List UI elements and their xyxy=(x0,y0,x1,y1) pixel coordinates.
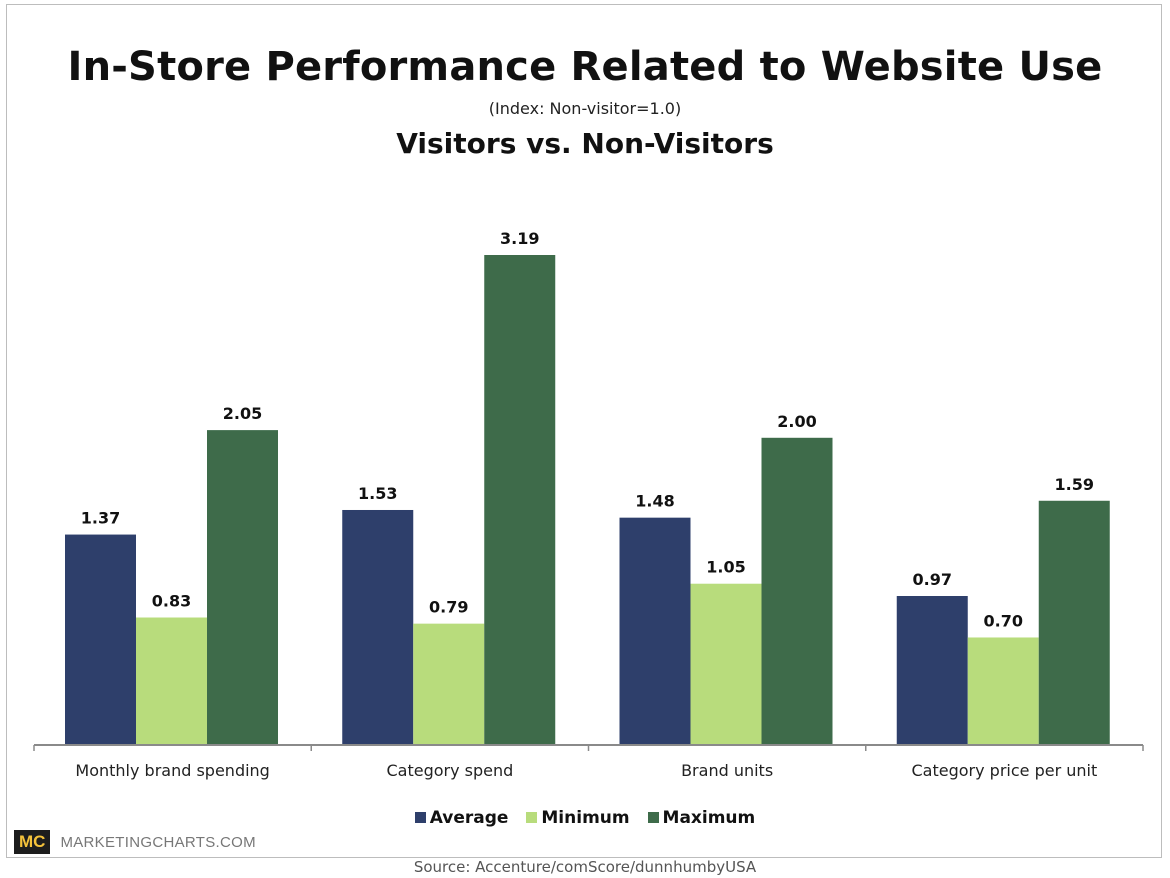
legend-item-maximum: Maximum xyxy=(647,808,756,828)
legend-item-average: Average xyxy=(414,808,509,828)
source-note: Source: Accenture/comScore/dunnhumbyUSA xyxy=(413,858,757,876)
data-label-average-1: 1.53 xyxy=(358,484,397,503)
legend-swatch-maximum xyxy=(647,812,659,823)
bar-maximum-1 xyxy=(484,255,556,745)
bar-maximum-0 xyxy=(207,430,278,745)
legend-label-average: Average xyxy=(429,808,509,828)
bar-minimum-2 xyxy=(690,583,762,745)
bar-minimum-3 xyxy=(967,637,1039,745)
category-label-1: Category spend xyxy=(386,761,513,780)
bar-maximum-2 xyxy=(761,437,833,745)
legend-label-maximum: Maximum xyxy=(662,808,756,828)
bar-minimum-1 xyxy=(413,623,485,745)
data-label-minimum-2: 1.05 xyxy=(706,558,745,577)
data-label-average-2: 1.48 xyxy=(635,492,674,511)
chart-subtitle-2: Visitors vs. Non-Visitors xyxy=(396,127,774,160)
data-label-maximum-3: 1.59 xyxy=(1055,475,1094,494)
data-label-minimum-3: 0.70 xyxy=(984,611,1023,630)
legend-swatch-minimum xyxy=(526,812,538,823)
bar-average-3 xyxy=(896,596,968,745)
legend: Average Minimum Maximum xyxy=(0,808,1170,828)
chart-subtitle: (Index: Non-visitor=1.0) xyxy=(488,99,682,118)
marketingcharts-logo: MC MARKETINGCHARTS.COM xyxy=(14,830,256,854)
bar-average-2 xyxy=(619,517,691,745)
data-label-maximum-2: 2.00 xyxy=(777,412,816,431)
category-label-2: Brand units xyxy=(681,761,773,780)
data-label-average-0: 1.37 xyxy=(81,509,120,528)
category-label-3: Category price per unit xyxy=(912,761,1098,780)
bar-average-0 xyxy=(65,534,136,745)
data-label-maximum-1: 3.19 xyxy=(500,229,539,248)
bar-average-1 xyxy=(342,509,414,745)
chart-title: In-Store Performance Related to Website … xyxy=(67,44,1103,90)
bar-minimum-0 xyxy=(136,617,207,745)
data-label-minimum-0: 0.83 xyxy=(152,592,191,611)
data-label-maximum-0: 2.05 xyxy=(223,404,262,423)
data-label-average-3: 0.97 xyxy=(913,570,952,589)
legend-label-minimum: Minimum xyxy=(541,808,630,828)
bar-maximum-3 xyxy=(1038,500,1110,745)
legend-swatch-average xyxy=(414,812,426,823)
logo-mark: MC xyxy=(14,830,51,854)
logo-text: MARKETINGCHARTS.COM xyxy=(60,833,256,851)
category-label-0: Monthly brand spending xyxy=(75,761,269,780)
legend-item-minimum: Minimum xyxy=(526,808,630,828)
data-label-minimum-1: 0.79 xyxy=(429,598,468,617)
